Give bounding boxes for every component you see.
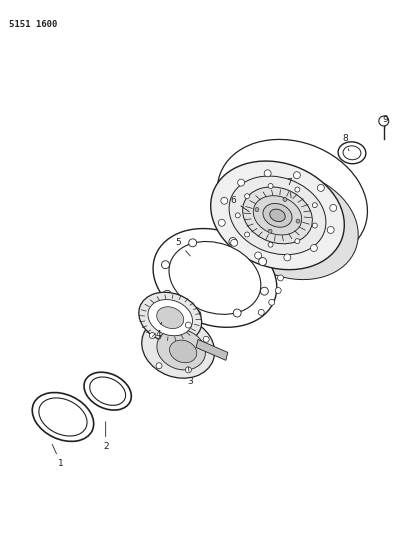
Ellipse shape — [142, 317, 215, 378]
Circle shape — [295, 239, 300, 244]
Circle shape — [310, 245, 317, 252]
Ellipse shape — [139, 292, 202, 343]
Circle shape — [313, 203, 317, 208]
Circle shape — [203, 336, 209, 342]
Circle shape — [296, 219, 300, 223]
Circle shape — [229, 238, 237, 246]
Text: 7: 7 — [286, 178, 292, 198]
Ellipse shape — [153, 229, 277, 327]
Circle shape — [149, 333, 155, 338]
Circle shape — [317, 184, 324, 191]
Circle shape — [268, 242, 273, 247]
Text: 8: 8 — [342, 134, 349, 151]
Circle shape — [330, 205, 337, 212]
Text: 2: 2 — [103, 422, 109, 451]
Circle shape — [231, 239, 237, 246]
Ellipse shape — [39, 398, 87, 436]
Ellipse shape — [224, 171, 358, 280]
Circle shape — [313, 223, 317, 228]
Circle shape — [193, 310, 201, 318]
Circle shape — [268, 183, 273, 189]
Polygon shape — [196, 340, 228, 360]
Circle shape — [269, 299, 275, 305]
Circle shape — [185, 322, 191, 328]
Circle shape — [379, 116, 389, 126]
Ellipse shape — [157, 307, 184, 328]
Circle shape — [156, 363, 162, 369]
Text: 1: 1 — [52, 445, 64, 468]
Circle shape — [255, 207, 259, 212]
Circle shape — [284, 254, 291, 261]
Ellipse shape — [148, 300, 193, 336]
Ellipse shape — [343, 146, 361, 160]
Circle shape — [258, 309, 264, 316]
Circle shape — [189, 239, 197, 247]
Text: 4: 4 — [155, 322, 162, 339]
Circle shape — [268, 229, 272, 233]
Ellipse shape — [217, 140, 368, 262]
Circle shape — [295, 187, 300, 192]
Ellipse shape — [263, 204, 292, 227]
Circle shape — [218, 219, 225, 226]
Ellipse shape — [270, 209, 285, 222]
Circle shape — [255, 252, 262, 259]
Circle shape — [185, 367, 191, 373]
Text: 9: 9 — [382, 115, 388, 129]
Ellipse shape — [253, 196, 302, 235]
Circle shape — [233, 309, 241, 317]
Ellipse shape — [169, 241, 261, 314]
Circle shape — [277, 275, 284, 281]
Circle shape — [275, 287, 281, 294]
Text: 5151 1600: 5151 1600 — [9, 20, 58, 29]
Ellipse shape — [229, 176, 326, 255]
Circle shape — [283, 198, 287, 201]
Circle shape — [235, 213, 240, 218]
Circle shape — [163, 290, 171, 298]
Text: 5: 5 — [175, 238, 190, 256]
Text: 6: 6 — [230, 196, 249, 212]
Circle shape — [244, 232, 250, 237]
Circle shape — [237, 179, 244, 186]
Circle shape — [260, 287, 268, 295]
Circle shape — [264, 170, 271, 177]
Circle shape — [293, 172, 300, 179]
Ellipse shape — [243, 187, 313, 244]
Circle shape — [162, 261, 169, 269]
Ellipse shape — [170, 340, 197, 363]
Circle shape — [327, 227, 334, 233]
Circle shape — [259, 257, 266, 265]
Ellipse shape — [211, 161, 344, 270]
Circle shape — [221, 197, 228, 204]
Circle shape — [244, 193, 250, 199]
Text: 3: 3 — [187, 367, 193, 386]
Ellipse shape — [90, 377, 126, 405]
Ellipse shape — [157, 329, 206, 370]
